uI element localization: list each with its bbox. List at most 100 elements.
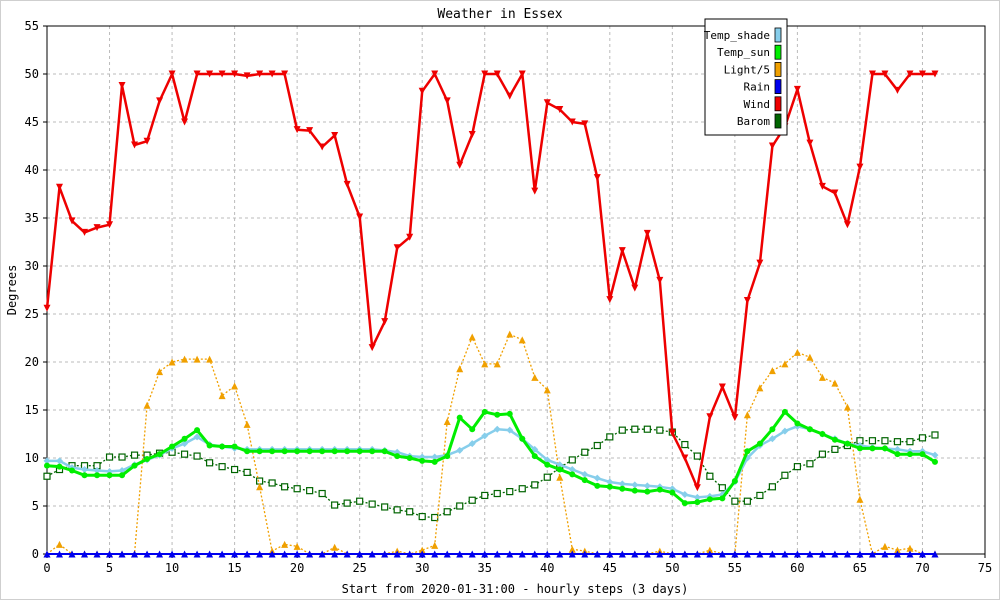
temp-sun-point — [344, 448, 351, 455]
wind-point — [931, 70, 939, 78]
wind-point — [893, 86, 901, 94]
rain-point — [106, 550, 114, 558]
light-5-point — [743, 411, 751, 419]
rain-point — [718, 550, 726, 558]
wind-point — [643, 229, 651, 237]
rain-point — [118, 550, 126, 558]
barom-point — [318, 489, 326, 498]
wind-point — [618, 247, 626, 255]
rain-point — [518, 550, 526, 558]
rain-point — [56, 550, 64, 558]
barom-point — [481, 491, 489, 500]
temp-shade-point — [556, 461, 564, 469]
barom-point — [243, 468, 251, 476]
y-tick-label: 5 — [32, 499, 39, 513]
wind-point — [143, 137, 151, 145]
y-tick-label: 45 — [25, 115, 39, 129]
temp-sun-point — [831, 436, 838, 443]
rain-point — [806, 550, 814, 558]
rain-point — [768, 550, 776, 558]
wind-point — [168, 70, 176, 78]
light-5-point — [556, 473, 564, 481]
legend-label-temp-shade: Temp_shade — [704, 29, 770, 42]
temp-sun-point — [419, 457, 426, 464]
wind-point — [593, 174, 601, 182]
wind-point — [881, 70, 889, 78]
x-tick-label: 35 — [478, 561, 492, 575]
light-5-point — [256, 483, 264, 491]
temp-sun-point — [544, 461, 551, 468]
rain-point — [193, 550, 201, 558]
barom-point — [806, 460, 814, 468]
light-5-point — [431, 541, 439, 549]
barom-point — [893, 438, 902, 446]
light-5-point — [531, 373, 539, 381]
rain-point — [81, 550, 89, 558]
wind-point — [306, 127, 314, 135]
wind-point — [656, 276, 664, 284]
temp-sun-point — [856, 445, 863, 452]
temp-sun-point — [319, 448, 326, 455]
light-5-point — [156, 368, 164, 376]
legend-label-rain: Rain — [744, 81, 771, 94]
rain-point — [381, 550, 389, 558]
temp-sun-point — [431, 458, 438, 465]
x-tick-label: 45 — [603, 561, 617, 575]
light-5-point — [518, 336, 526, 344]
temp-shade-point — [606, 478, 614, 486]
temp-sun-point — [494, 411, 501, 418]
wind-point — [681, 454, 689, 462]
wind-point — [743, 297, 751, 305]
wind-point — [181, 118, 189, 126]
legend-box — [704, 18, 788, 136]
wind-point — [281, 70, 289, 78]
rain-point — [418, 550, 426, 558]
temp-sun-point — [694, 499, 701, 506]
rain-point — [906, 550, 914, 558]
light-5-point — [706, 546, 714, 554]
barom-point — [368, 500, 376, 508]
y-axis-label: Degrees — [5, 265, 19, 316]
wind-point — [381, 318, 389, 326]
temp-sun-point — [256, 448, 263, 455]
temp-sun-point — [756, 440, 763, 447]
barom-point — [593, 441, 601, 450]
rain-point — [543, 550, 551, 558]
rain-point — [931, 550, 939, 558]
wind-point — [531, 187, 539, 195]
y-tick-label: 20 — [25, 355, 39, 369]
temp-sun-point — [569, 471, 576, 478]
light-5-point — [281, 540, 289, 548]
temp-sun-point — [56, 463, 63, 470]
wind-point — [843, 221, 851, 229]
barom-series — [43, 425, 939, 522]
rain-point — [843, 550, 851, 558]
temp-shade-point — [93, 466, 101, 474]
wind-point — [106, 221, 114, 229]
barom-point — [831, 445, 839, 453]
legend-label-wind: Wind — [744, 98, 771, 111]
temp-sun-point — [481, 408, 488, 415]
wind-point — [831, 189, 839, 197]
x-axis-ticks: 0 5 10 15 20 25 30 35 40 45 50 55 60 65 70 75 — [43, 554, 992, 575]
light-5-point — [143, 401, 151, 409]
barom-point — [868, 437, 877, 445]
temp-sun-point — [206, 442, 213, 449]
barom-point — [130, 451, 139, 459]
rain-point — [568, 550, 576, 558]
temp-sun-point — [681, 500, 688, 507]
x-tick-label: 15 — [227, 561, 241, 575]
temp-shade-point — [181, 440, 189, 448]
wind-point — [668, 429, 676, 437]
temp-sun-point — [656, 486, 663, 493]
temp-sun-point — [119, 472, 126, 479]
barom-point — [406, 508, 414, 516]
rain-point — [443, 550, 451, 558]
barom-point — [180, 450, 189, 458]
temp-sun-point — [506, 410, 513, 417]
wind-point — [243, 72, 251, 80]
barom-point — [193, 452, 201, 460]
temp-shade-point — [618, 480, 626, 488]
wind-point — [468, 130, 476, 138]
light-5-point — [856, 495, 864, 503]
